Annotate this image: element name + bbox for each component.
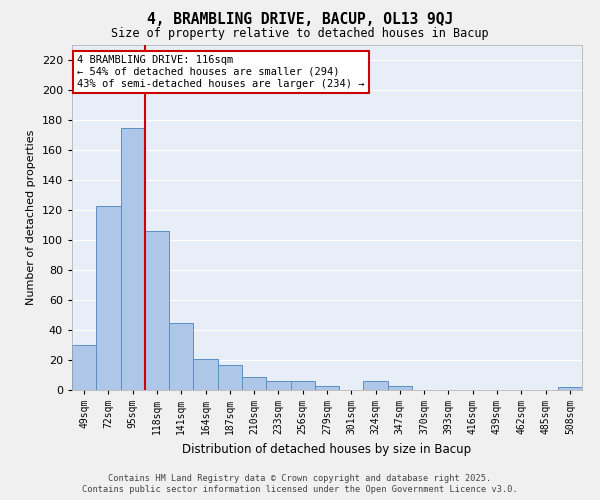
Bar (242, 376, 266, 390)
Y-axis label: Number of detached properties: Number of detached properties (26, 130, 36, 305)
Text: 4 BRAMBLING DRIVE: 116sqm
← 54% of detached houses are smaller (294)
43% of semi: 4 BRAMBLING DRIVE: 116sqm ← 54% of detac… (77, 56, 365, 88)
Text: 4, BRAMBLING DRIVE, BACUP, OL13 9QJ: 4, BRAMBLING DRIVE, BACUP, OL13 9QJ (147, 12, 453, 28)
Bar (266, 381, 290, 390)
Bar (558, 387, 582, 390)
Bar (121, 128, 145, 390)
Bar (169, 322, 193, 390)
Bar (290, 381, 315, 390)
Bar (218, 364, 242, 390)
Bar (96, 206, 121, 390)
Bar (315, 386, 339, 390)
Text: Contains HM Land Registry data © Crown copyright and database right 2025.
Contai: Contains HM Land Registry data © Crown c… (82, 474, 518, 494)
Bar (388, 386, 412, 390)
X-axis label: Distribution of detached houses by size in Bacup: Distribution of detached houses by size … (182, 442, 472, 456)
Text: Size of property relative to detached houses in Bacup: Size of property relative to detached ho… (111, 28, 489, 40)
Bar (145, 231, 169, 390)
Bar (364, 381, 388, 390)
Bar (72, 345, 96, 390)
Bar (193, 358, 218, 390)
